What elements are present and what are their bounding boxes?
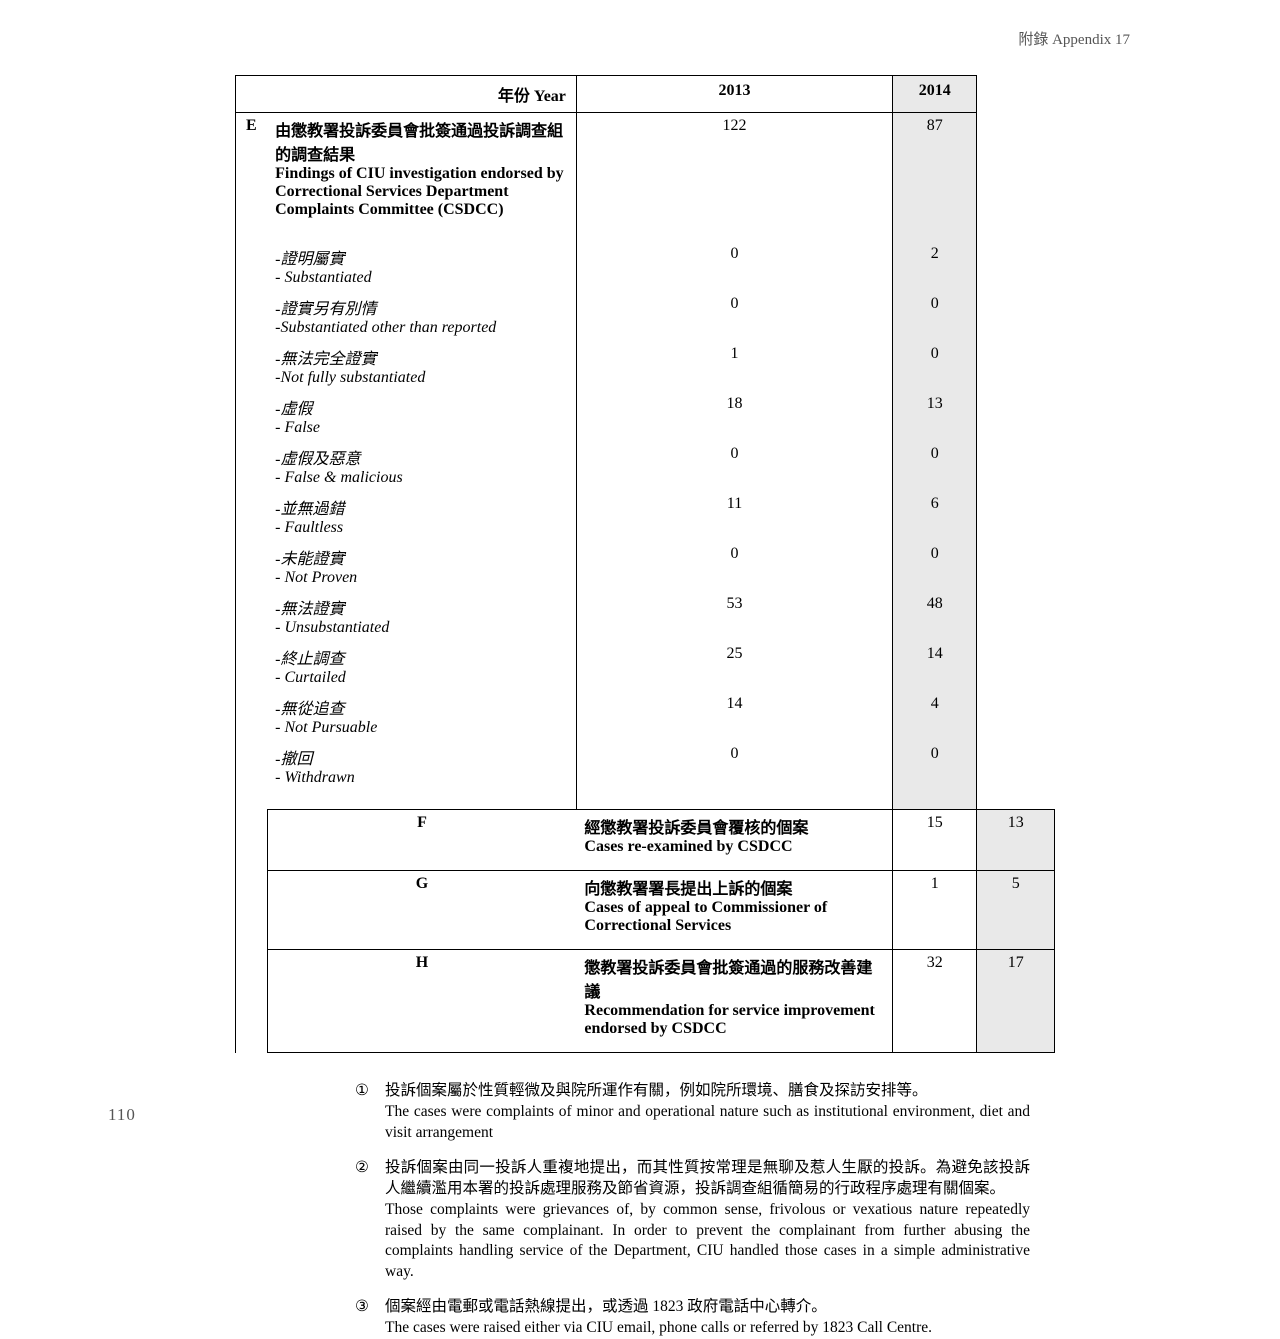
h-title-zh: 懲教署投訴委員會批簽通過的服務改善建議 — [584, 960, 872, 1001]
h-y1: 32 — [893, 950, 977, 1053]
h-y2: 17 — [977, 950, 1055, 1053]
table-row: -並無過錯- Faultless 116 — [236, 491, 1055, 541]
footnote-mark: ② — [355, 1158, 385, 1284]
footnote-en: The cases were raised either via CIU ema… — [385, 1319, 932, 1336]
footnote-zh: 投訴個案屬於性質輕微及與院所運作有關，例如院所環境、膳食及探訪安排等。 — [385, 1082, 928, 1099]
e-row-zh: -無法證實 — [275, 601, 344, 618]
table-row: -無法完全證實-Not fully substantiated 10 — [236, 341, 1055, 391]
e-row-en: - Unsubstantiated — [275, 619, 389, 636]
e-row-en: - Withdrawn — [275, 769, 355, 786]
e-y2: 87 — [893, 113, 977, 224]
footnote-mark: ① — [355, 1081, 385, 1144]
e-row-y1: 11 — [576, 491, 892, 541]
table-row: -虛假及惡意- False & malicious 00 — [236, 441, 1055, 491]
e-row-y2: 4 — [893, 691, 977, 741]
e-row-zh: -證實另有別情 — [275, 301, 376, 318]
f-title-en: Cases re-examined by CSDCC — [584, 838, 792, 855]
e-row-y2: 0 — [893, 741, 977, 791]
e-row-y2: 0 — [893, 541, 977, 591]
e-row-zh: -未能證實 — [275, 551, 344, 568]
footnote-zh: 投訴個案由同一投訴人重複地提出，而其性質按常理是無聊及惹人生厭的投訴。為避免該投… — [385, 1159, 1030, 1197]
e-row-y1: 0 — [576, 541, 892, 591]
g-y2: 5 — [977, 871, 1055, 950]
e-row-y1: 53 — [576, 591, 892, 641]
e-row-zh: -無法完全證實 — [275, 351, 376, 368]
g-title-en: Cases of appeal to Commissioner of Corre… — [584, 899, 827, 934]
f-y1: 15 — [893, 810, 977, 871]
g-y1: 1 — [893, 871, 977, 950]
e-row-zh: -虛假及惡意 — [275, 451, 360, 468]
data-table: 年份 Year 2013 2014 E 由懲教署投訴委員會批簽通過投訴調查組的調… — [235, 75, 1055, 1053]
table-row: -未能證實- Not Proven 00 — [236, 541, 1055, 591]
f-y2: 13 — [977, 810, 1055, 871]
e-row-en: - False — [275, 419, 320, 436]
section-e-header: E 由懲教署投訴委員會批簽通過投訴調查組的調查結果 Findings of CI… — [236, 113, 1055, 224]
e-row-y2: 6 — [893, 491, 977, 541]
e-row-zh: -證明屬實 — [275, 251, 344, 268]
year-2013: 2013 — [576, 76, 892, 113]
e-row-y2: 0 — [893, 291, 977, 341]
e-row-y1: 0 — [576, 241, 892, 291]
e-row-y1: 0 — [576, 441, 892, 491]
table-row: -無從追查- Not Pursuable 144 — [236, 691, 1055, 741]
table-header-row: 年份 Year 2013 2014 — [236, 76, 1055, 113]
e-row-y2: 0 — [893, 441, 977, 491]
e-row-y2: 48 — [893, 591, 977, 641]
year-label: 年份 Year — [267, 76, 576, 113]
table-row: -虛假- False 1813 — [236, 391, 1055, 441]
e-row-y1: 14 — [576, 691, 892, 741]
table-row: -無法證實- Unsubstantiated 5348 — [236, 591, 1055, 641]
e-row-y1: 25 — [576, 641, 892, 691]
footnote-en: The cases were complaints of minor and o… — [385, 1103, 1030, 1141]
e-row-en: -Not fully substantiated — [275, 369, 425, 386]
footnote-3: ③ 個案經由電郵或電話熱線提出，或透過 1823 政府電話中心轉介。 The c… — [355, 1297, 1030, 1339]
footnote-zh: 個案經由電郵或電話熱線提出，或透過 1823 政府電話中心轉介。 — [385, 1298, 827, 1315]
e-row-zh: -終止調查 — [275, 651, 344, 668]
e-row-zh: -無從追查 — [275, 701, 344, 718]
e-row-en: -Substantiated other than reported — [275, 319, 496, 336]
e-row-zh: -虛假 — [275, 401, 312, 418]
table-row: -終止調查- Curtailed 2514 — [236, 641, 1055, 691]
table-row: -撤回- Withdrawn 00 — [236, 741, 1055, 791]
appendix-header: 附錄 Appendix 17 — [1018, 28, 1130, 49]
table-row: -證明屬實- Substantiated 02 — [236, 241, 1055, 291]
year-2014: 2014 — [893, 76, 977, 113]
e-row-y2: 13 — [893, 391, 977, 441]
footnotes: ① 投訴個案屬於性質輕微及與院所運作有關，例如院所環境、膳食及探訪安排等。 Th… — [355, 1081, 1030, 1339]
e-row-y2: 2 — [893, 241, 977, 291]
section-h: H 懲教署投訴委員會批簽通過的服務改善建議 Recommendation for… — [236, 950, 1055, 1053]
table-row: -證實另有別情-Substantiated other than reporte… — [236, 291, 1055, 341]
page-number: 110 — [108, 1105, 136, 1125]
footnote-en: Those complaints were grievances of, by … — [385, 1201, 1030, 1281]
e-row-y2: 0 — [893, 341, 977, 391]
footnote-mark: ③ — [355, 1297, 385, 1339]
footnote-1: ① 投訴個案屬於性質輕微及與院所運作有關，例如院所環境、膳食及探訪安排等。 Th… — [355, 1081, 1030, 1144]
e-row-y1: 18 — [576, 391, 892, 441]
e-row-zh: -並無過錯 — [275, 501, 344, 518]
section-g: G 向懲教署署長提出上訴的個案 Cases of appeal to Commi… — [236, 871, 1055, 950]
e-row-en: - False & malicious — [275, 469, 403, 486]
e-row-en: - Not Pursuable — [275, 719, 377, 736]
e-y1: 122 — [576, 113, 892, 224]
e-row-y2: 14 — [893, 641, 977, 691]
e-row-en: - Substantiated — [275, 269, 371, 286]
e-row-en: - Not Proven — [275, 569, 357, 586]
e-row-en: - Faultless — [275, 519, 343, 536]
f-title-zh: 經懲教署投訴委員會覆核的個案 — [584, 820, 808, 837]
footnote-2: ② 投訴個案由同一投訴人重複地提出，而其性質按常理是無聊及惹人生厭的投訴。為避免… — [355, 1158, 1030, 1284]
e-row-zh: -撤回 — [275, 751, 312, 768]
e-row-y1: 0 — [576, 291, 892, 341]
e-title-zh: 由懲教署投訴委員會批簽通過投訴調查組的調查結果 — [275, 123, 563, 164]
e-row-y1: 1 — [576, 341, 892, 391]
g-title-zh: 向懲教署署長提出上訴的個案 — [584, 881, 792, 898]
e-title-en: Findings of CIU investigation endorsed b… — [275, 165, 564, 218]
e-row-en: - Curtailed — [275, 669, 346, 686]
h-title-en: Recommendation for service improvement e… — [584, 1002, 874, 1037]
e-row-y1: 0 — [576, 741, 892, 791]
section-f: F 經懲教署投訴委員會覆核的個案 Cases re-examined by CS… — [236, 810, 1055, 871]
